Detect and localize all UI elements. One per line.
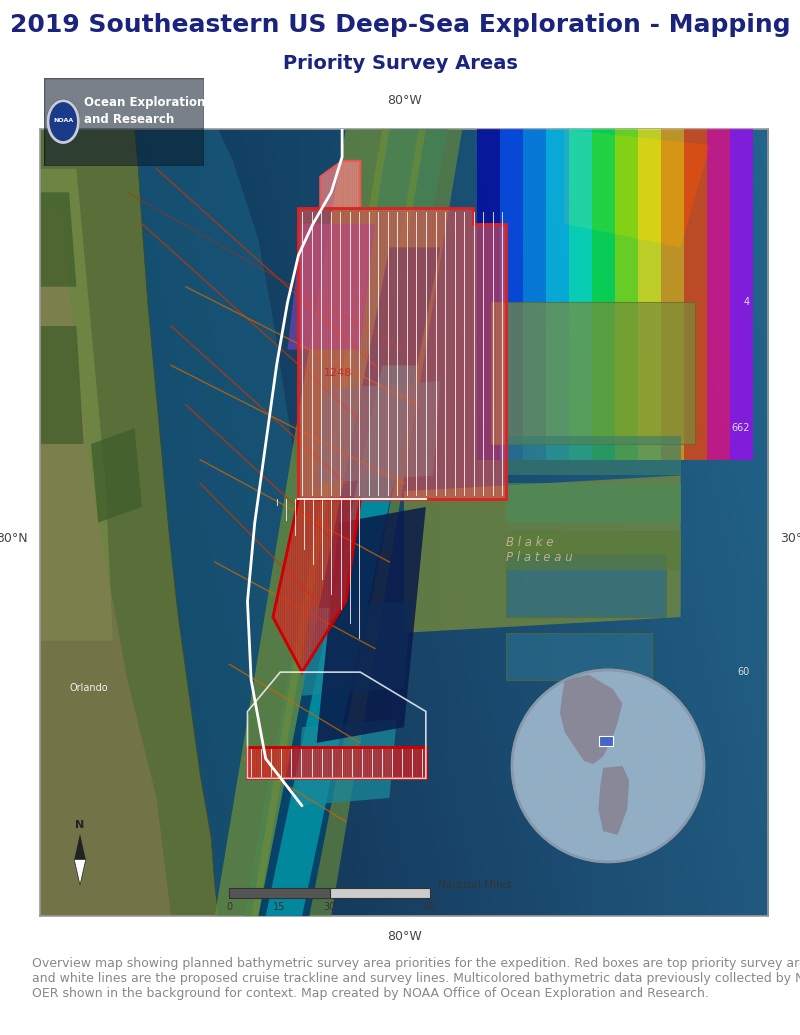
Polygon shape (40, 208, 171, 916)
FancyBboxPatch shape (599, 736, 613, 746)
Circle shape (512, 670, 704, 862)
Polygon shape (40, 326, 84, 444)
Polygon shape (266, 365, 418, 916)
Circle shape (52, 107, 74, 137)
Text: 662: 662 (731, 423, 750, 434)
Polygon shape (244, 129, 448, 916)
Polygon shape (506, 531, 681, 570)
Polygon shape (592, 129, 615, 460)
Text: Priority Survey Areas: Priority Survey Areas (282, 54, 518, 73)
Text: 30°N: 30°N (780, 532, 800, 544)
Text: Nautical Miles: Nautical Miles (438, 880, 511, 890)
Polygon shape (317, 507, 426, 743)
Polygon shape (317, 381, 441, 483)
Text: 60: 60 (738, 668, 750, 677)
FancyBboxPatch shape (44, 78, 204, 166)
Polygon shape (251, 129, 426, 916)
Text: 1248: 1248 (324, 368, 352, 378)
Polygon shape (91, 428, 142, 523)
Text: 4: 4 (744, 297, 750, 307)
Polygon shape (40, 193, 77, 287)
Polygon shape (40, 129, 218, 916)
Polygon shape (730, 129, 754, 460)
Polygon shape (477, 129, 500, 460)
Text: Ocean Exploration
and Research: Ocean Exploration and Research (84, 95, 206, 125)
Polygon shape (404, 475, 681, 632)
Polygon shape (638, 129, 662, 460)
Text: 80°W: 80°W (386, 929, 422, 943)
Polygon shape (294, 719, 397, 806)
Polygon shape (74, 834, 86, 859)
Text: 2019 Southeastern US Deep-Sea Exploration - Mapping: 2019 Southeastern US Deep-Sea Exploratio… (10, 13, 790, 37)
Polygon shape (214, 129, 390, 916)
Polygon shape (569, 129, 592, 460)
Polygon shape (320, 160, 360, 208)
Text: 30: 30 (323, 901, 336, 912)
Polygon shape (662, 129, 684, 460)
Polygon shape (287, 129, 462, 916)
Polygon shape (564, 129, 710, 247)
Text: 15: 15 (274, 901, 286, 912)
Polygon shape (560, 675, 622, 764)
Polygon shape (506, 436, 681, 475)
Text: Orlando: Orlando (69, 683, 108, 692)
Circle shape (512, 670, 704, 862)
Polygon shape (247, 747, 426, 778)
Polygon shape (500, 129, 523, 460)
Polygon shape (598, 766, 629, 835)
Polygon shape (707, 129, 730, 460)
Text: 30°N: 30°N (0, 532, 28, 544)
Polygon shape (74, 859, 86, 885)
Polygon shape (684, 129, 707, 460)
Bar (506, 554, 666, 617)
Bar (491, 302, 695, 444)
Polygon shape (40, 169, 113, 641)
Polygon shape (258, 247, 441, 916)
Text: 60: 60 (424, 901, 436, 912)
Text: N: N (75, 820, 85, 830)
Polygon shape (134, 129, 331, 916)
Polygon shape (302, 601, 411, 696)
Polygon shape (546, 129, 569, 460)
Text: B l a k e
P l a t e a u: B l a k e P l a t e a u (506, 536, 573, 564)
Polygon shape (287, 224, 375, 350)
Text: Overview map showing planned bathymetric survey area priorities for the expediti: Overview map showing planned bathymetric… (32, 956, 800, 1000)
Polygon shape (615, 129, 638, 460)
Polygon shape (273, 499, 360, 672)
Bar (506, 632, 651, 680)
Text: NOAA: NOAA (53, 118, 74, 123)
Polygon shape (506, 483, 681, 523)
Bar (230, 888, 330, 897)
Circle shape (47, 99, 79, 144)
Polygon shape (298, 208, 506, 499)
Text: 80°W: 80°W (386, 93, 422, 107)
Polygon shape (523, 129, 546, 460)
Bar (330, 888, 430, 897)
Text: 0: 0 (226, 901, 232, 912)
